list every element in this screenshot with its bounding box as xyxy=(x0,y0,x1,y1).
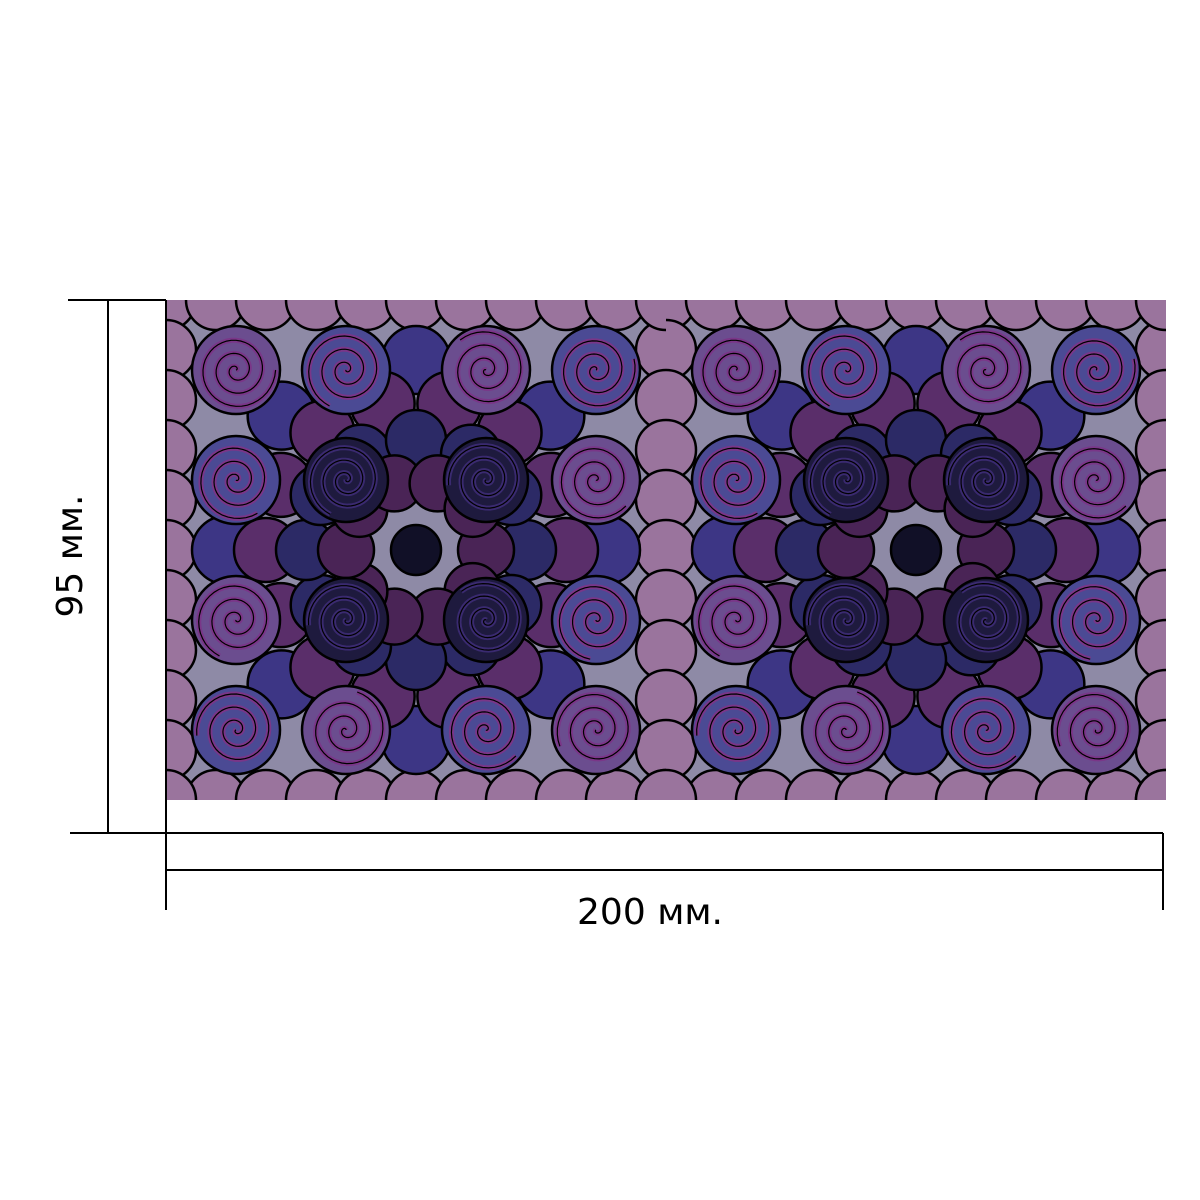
tile-left xyxy=(136,270,696,830)
height-label: 95 мм. xyxy=(50,494,91,617)
dimension-lines xyxy=(68,299,1164,910)
width-label: 200 мм. xyxy=(577,892,723,933)
tile-strip xyxy=(136,270,1196,830)
tile-right xyxy=(636,270,1196,830)
